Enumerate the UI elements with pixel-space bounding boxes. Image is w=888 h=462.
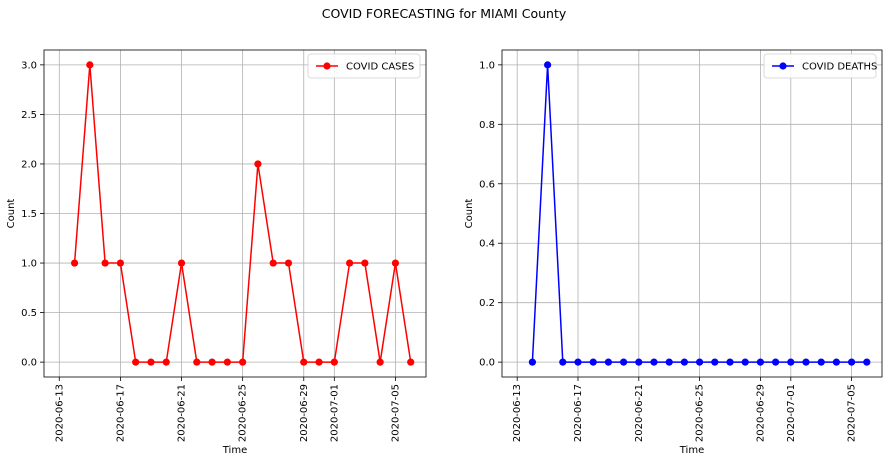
data-point	[284, 259, 293, 267]
data-point	[604, 358, 613, 366]
data-point	[589, 358, 597, 366]
y-tick-label: 0.2	[479, 298, 495, 309]
y-tick-label: 0.4	[479, 239, 495, 250]
data-point	[376, 358, 384, 366]
subplot-1: 2020-06-13 2020-06-17 2020-06-21 2020-06-25…	[6, 49, 427, 456]
data-point	[650, 358, 658, 366]
data-point	[407, 358, 415, 366]
x-tick-label: 2020-06-29	[755, 384, 766, 442]
legend-box	[763, 53, 877, 79]
data-point	[254, 160, 262, 168]
data-point	[559, 358, 567, 366]
data-point	[162, 358, 170, 366]
data-point	[361, 259, 369, 267]
data-point	[680, 358, 689, 366]
y-tick-label: 1.0	[21, 259, 37, 270]
figure-title: COVID FORECASTING for MIAMI County	[321, 6, 567, 21]
data-point	[696, 358, 704, 366]
data-point	[116, 259, 124, 267]
data-point	[711, 358, 719, 366]
data-point	[756, 358, 765, 366]
y-tick-label: 1.5	[21, 209, 37, 220]
y-tick-label: 3.0	[21, 60, 37, 71]
legend-label: COVID CASES	[346, 62, 414, 73]
x-axis-label: Time	[679, 445, 704, 456]
data-point	[300, 358, 308, 366]
legend-marker	[323, 62, 331, 70]
data-point	[101, 259, 109, 267]
x-axis-label: Time	[222, 445, 247, 456]
data-point	[330, 358, 338, 366]
x-tick-label: 2020-06-13	[512, 384, 523, 442]
x-tick-label: 2020-06-17	[115, 384, 126, 442]
y-tick-label: 1.0	[479, 60, 495, 71]
x-tick-label: 2020-06-21	[634, 384, 645, 442]
legend-label: COVID DEATHS	[802, 62, 877, 73]
legend: COVID CASES	[307, 53, 421, 79]
data-point	[787, 358, 795, 366]
y-axis-label: Count	[464, 199, 475, 229]
data-point	[832, 358, 841, 366]
data-point	[177, 259, 186, 267]
data-point	[848, 358, 856, 366]
data-point	[346, 259, 354, 267]
data-point	[574, 358, 582, 366]
x-tick-label: 2020-07-05	[390, 384, 401, 442]
data-point	[70, 259, 79, 267]
data-point	[208, 358, 216, 366]
data-point	[86, 61, 94, 69]
data-point	[817, 358, 825, 366]
data-point	[239, 358, 247, 366]
data-point	[147, 358, 155, 366]
data-point	[665, 358, 673, 366]
data-point	[620, 358, 628, 366]
y-axis-label: Count	[6, 199, 17, 229]
data-point	[802, 358, 810, 366]
x-tick-label: 2020-06-25	[695, 384, 706, 442]
x-tick-label: 2020-07-05	[847, 384, 858, 442]
y-tick-label: 2.0	[21, 159, 37, 170]
y-tick-label: 0.5	[21, 308, 37, 319]
data-point	[193, 358, 201, 366]
x-tick-label: 2020-06-13	[54, 384, 65, 442]
legend-marker	[779, 62, 787, 70]
x-tick-label: 2020-07-01	[786, 384, 797, 442]
data-point	[726, 358, 734, 366]
data-point	[223, 358, 231, 366]
subplot-2: 2020-06-13 2020-06-17 2020-06-21 2020-06-25…	[464, 49, 883, 456]
data-point	[863, 358, 871, 366]
y-tick-label: 0.0	[479, 358, 495, 369]
data-point	[315, 358, 323, 366]
x-tick-label: 2020-06-25	[238, 384, 249, 442]
data-point	[391, 259, 400, 267]
axes-frame	[43, 49, 427, 378]
data-point	[772, 358, 780, 366]
legend: COVID DEATHS	[763, 53, 877, 79]
data-point	[741, 358, 749, 366]
y-tick-label: 0.0	[21, 358, 37, 369]
x-tick-label: 2020-06-29	[299, 384, 310, 442]
data-point	[544, 61, 552, 69]
y-tick-label: 2.5	[21, 110, 37, 121]
x-tick-label: 2020-07-01	[329, 384, 340, 442]
x-tick-label: 2020-06-17	[573, 384, 584, 442]
y-tick-label: 0.6	[479, 179, 495, 190]
y-tick-label: 0.8	[479, 120, 495, 131]
x-tick-label: 2020-06-21	[177, 384, 188, 442]
data-point	[132, 358, 140, 366]
data-point	[528, 358, 537, 366]
data-point	[635, 358, 643, 366]
axes-frame	[501, 49, 883, 378]
legend-box	[307, 53, 421, 79]
data-point	[269, 259, 277, 267]
